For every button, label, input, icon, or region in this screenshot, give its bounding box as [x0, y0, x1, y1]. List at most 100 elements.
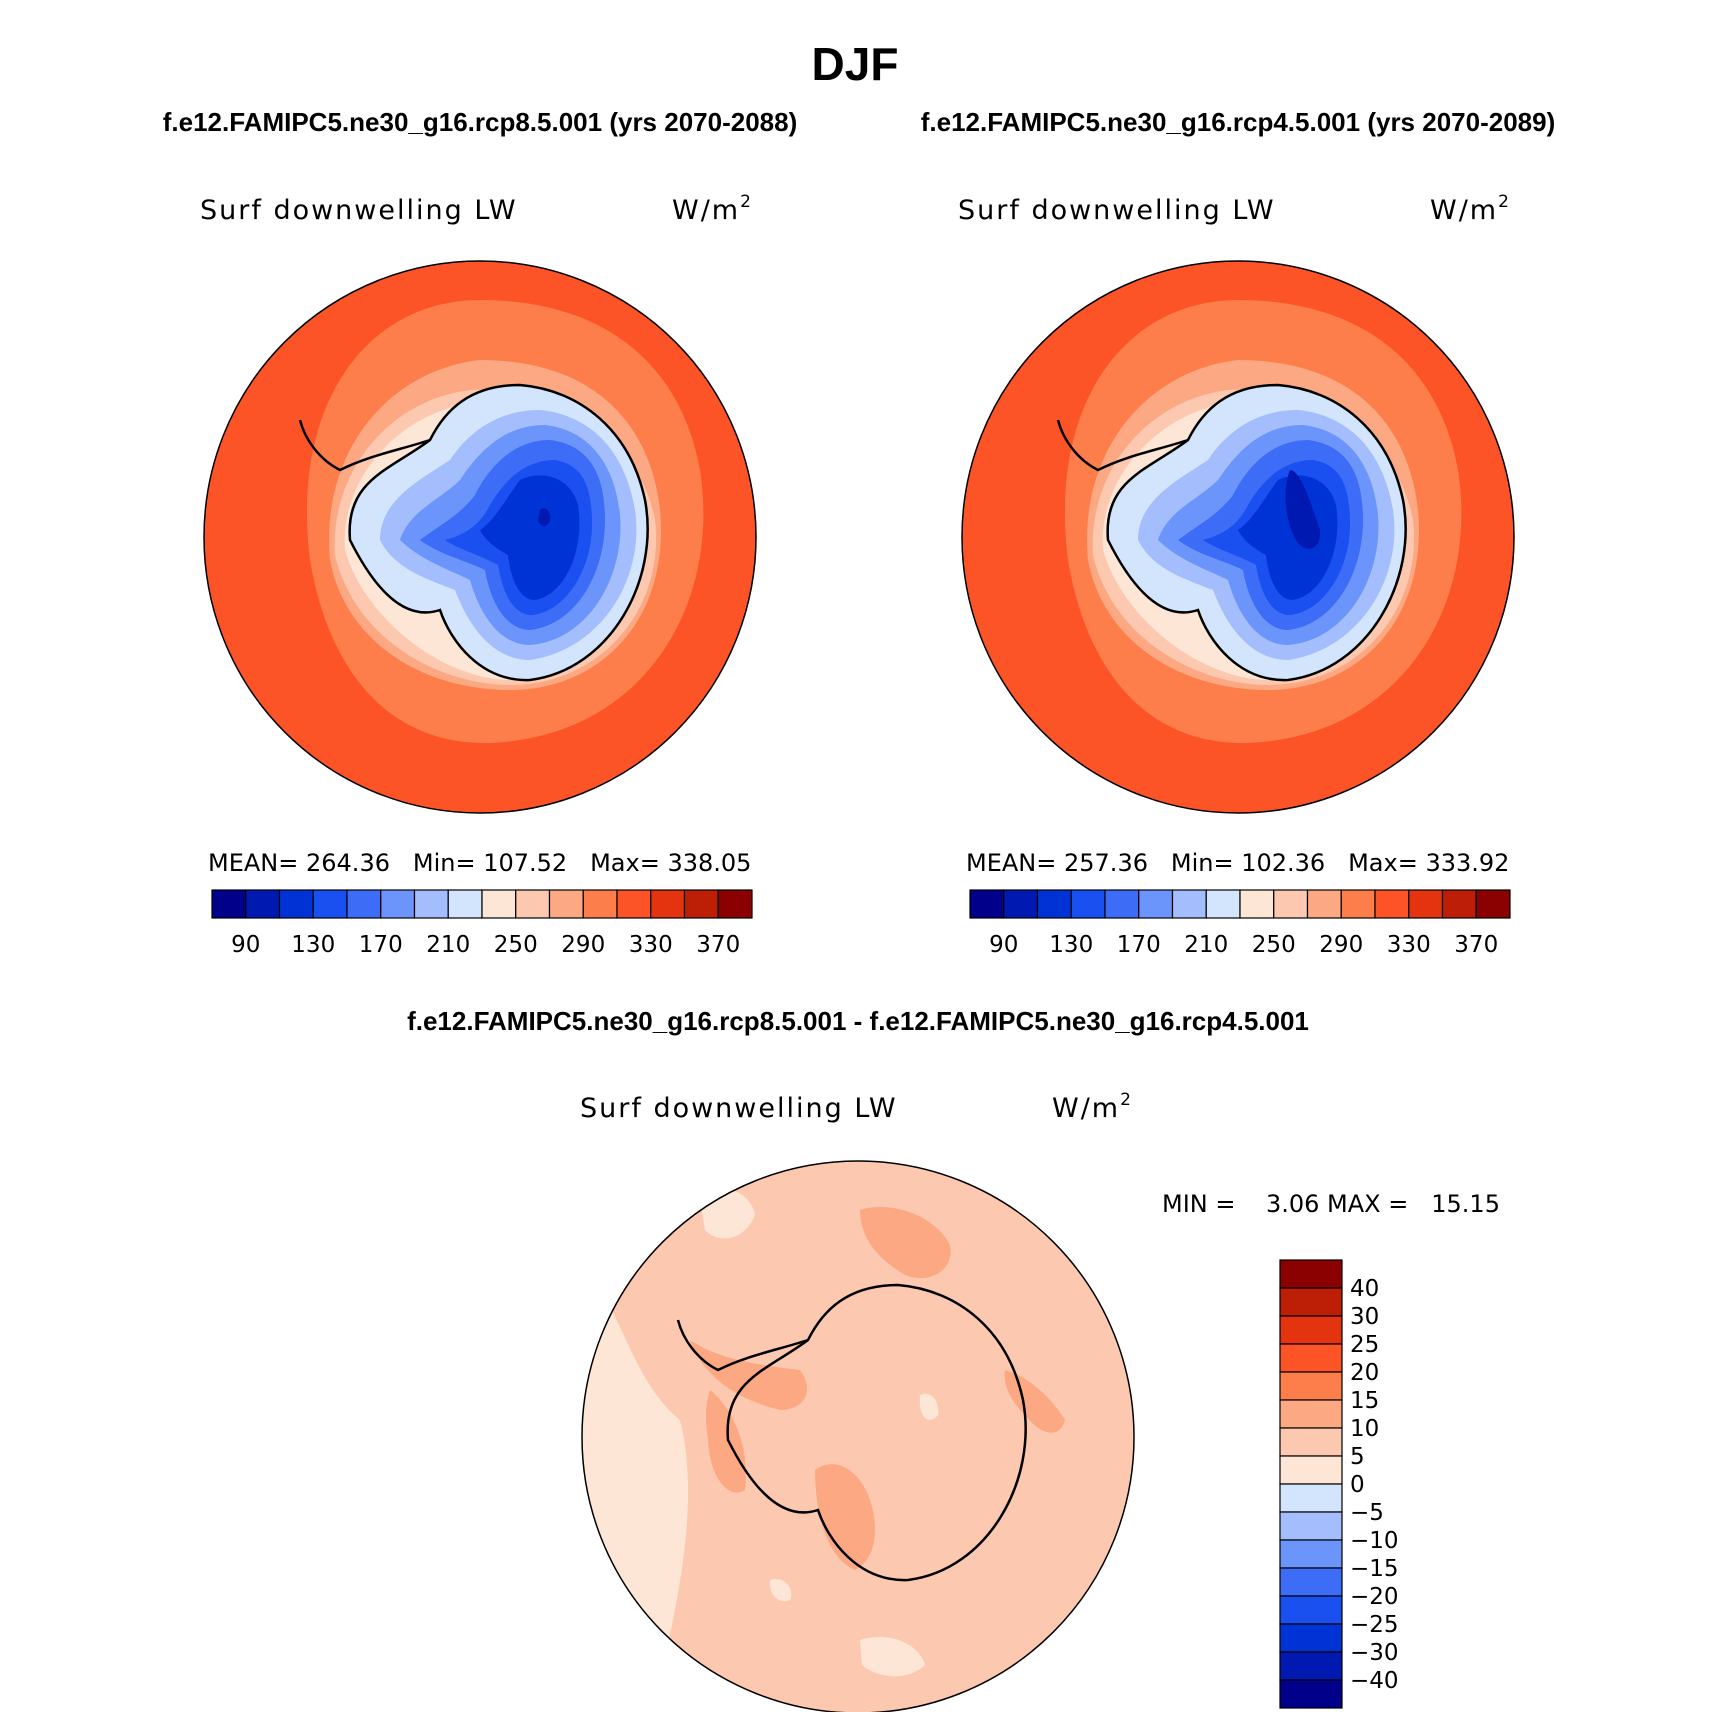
- map-difference: [581, 1160, 1135, 1712]
- colorbar-swatch: [447, 889, 483, 919]
- colorbar-swatch: [1279, 1623, 1343, 1653]
- colorbar-tick-label: −40: [1350, 1668, 1399, 1694]
- colorbar-tick-label: 210: [1184, 932, 1228, 958]
- panel1-units: W/m2: [672, 192, 753, 226]
- colorbar-swatch: [1408, 889, 1444, 919]
- colorbar-swatch: [1279, 1399, 1343, 1429]
- colorbar-tick-label: −15: [1350, 1556, 1399, 1582]
- colorbar-swatch: [616, 889, 652, 919]
- colorbar-tick-label: 290: [1319, 932, 1363, 958]
- panel2-case-title: f.e12.FAMIPC5.ne30_g16.rcp4.5.001 (yrs 2…: [921, 107, 1556, 137]
- colorbar-tick-label: 170: [359, 932, 403, 958]
- panel2-units: W/m2: [1430, 192, 1511, 226]
- panel2-colorbar: 90 130 170 210 250 290 330 370: [969, 889, 1511, 958]
- colorbar-swatch: [1374, 889, 1410, 919]
- panel2-stats: MEAN= 257.36 Min= 102.36 Max= 333.92: [966, 849, 1509, 877]
- colorbar-swatch: [1279, 1511, 1343, 1541]
- colorbar-tick-label: −5: [1350, 1500, 1384, 1526]
- map-rcp85: [203, 260, 757, 814]
- colorbar-swatch: [1279, 1679, 1343, 1709]
- colorbar-tick-label: 210: [426, 932, 470, 958]
- colorbar-swatch: [245, 889, 281, 919]
- colorbar-tick-label: −25: [1350, 1612, 1399, 1638]
- antarctica-coastline: [726, 1283, 1027, 1582]
- colorbar-swatch: [1279, 1259, 1343, 1289]
- colorbar-tick-label: 290: [561, 932, 605, 958]
- colorbar-swatch: [1279, 1371, 1343, 1401]
- panel1-variable-label: Surf downwelling LW: [200, 195, 518, 226]
- map-boundary: [961, 260, 1515, 814]
- colorbar-swatch: [380, 889, 416, 919]
- colorbar-tick-label: 330: [1387, 932, 1431, 958]
- colorbar-swatch: [278, 889, 314, 919]
- colorbar-swatch: [969, 889, 1005, 919]
- panel1-colorbar: 90 130 170 210 250 290 330 370: [211, 889, 753, 958]
- panel2-variable-label: Surf downwelling LW: [958, 195, 1276, 226]
- colorbar-tick-label: 20: [1350, 1360, 1379, 1386]
- colorbar-tick-label: 25: [1350, 1332, 1379, 1358]
- map-rcp45: [961, 260, 1515, 814]
- colorbar-swatch: [650, 889, 686, 919]
- colorbar-swatch: [1279, 1427, 1343, 1457]
- colorbar-swatch: [1279, 1343, 1343, 1373]
- colorbar-swatch: [1003, 889, 1039, 919]
- colorbar-swatch: [312, 889, 348, 919]
- colorbar-tick-label: 10: [1350, 1416, 1379, 1442]
- panel1-case-title: f.e12.FAMIPC5.ne30_g16.rcp8.5.001 (yrs 2…: [163, 107, 798, 137]
- colorbar-tick-label: 250: [494, 932, 538, 958]
- colorbar-swatch: [1036, 889, 1072, 919]
- colorbar-tick-label: 90: [231, 932, 260, 958]
- colorbar-tick-label: 90: [989, 932, 1018, 958]
- colorbar-tick-label: 40: [1350, 1276, 1379, 1302]
- colorbar-swatch: [1273, 889, 1309, 919]
- diff-units: W/m2: [1052, 1090, 1133, 1124]
- colorbar-swatch: [683, 889, 719, 919]
- antarctica-coastline: [1106, 383, 1407, 682]
- colorbar-swatch: [346, 889, 382, 919]
- colorbar-swatch: [1171, 889, 1207, 919]
- colorbar-swatch: [481, 889, 517, 919]
- colorbar-tick-label: 370: [1454, 932, 1498, 958]
- colorbar-tick-label: 5: [1350, 1444, 1365, 1470]
- colorbar-swatch: [582, 889, 618, 919]
- colorbar-tick-label: 250: [1252, 932, 1296, 958]
- colorbar-swatch: [413, 889, 449, 919]
- colorbar-swatch: [1306, 889, 1342, 919]
- colorbar-swatch: [1070, 889, 1106, 919]
- colorbar-swatch: [515, 889, 551, 919]
- figure-title: DJF: [812, 38, 899, 90]
- colorbar-tick-label: −20: [1350, 1584, 1399, 1610]
- colorbar-swatch: [1279, 1595, 1343, 1625]
- colorbar-tick-label: 15: [1350, 1388, 1379, 1414]
- colorbar-swatch: [548, 889, 584, 919]
- colorbar-swatch: [1279, 1315, 1343, 1345]
- colorbar-tick-label: 130: [1049, 932, 1093, 958]
- colorbar-swatch: [1441, 889, 1477, 919]
- colorbar-swatch: [1239, 889, 1275, 919]
- colorbar-tick-label: 170: [1117, 932, 1161, 958]
- colorbar-tick-label: 370: [696, 932, 740, 958]
- colorbar-tick-label: 330: [629, 932, 673, 958]
- colorbar-swatch: [1475, 889, 1511, 919]
- colorbar-swatch: [1279, 1651, 1343, 1681]
- colorbar-swatch: [1279, 1455, 1343, 1485]
- colorbar-swatch: [717, 889, 753, 919]
- colorbar-tick-label: −30: [1350, 1640, 1399, 1666]
- colorbar-tick-label: 0: [1350, 1472, 1365, 1498]
- diff-minmax: MIN = 3.06 MAX = 15.15: [1162, 1190, 1500, 1218]
- antarctica-coastline: [348, 383, 649, 682]
- map-boundary: [581, 1160, 1135, 1712]
- colorbar-swatch: [1279, 1483, 1343, 1513]
- colorbar-tick-label: 30: [1350, 1304, 1379, 1330]
- colorbar-swatch: [1104, 889, 1140, 919]
- colorbar-swatch: [1340, 889, 1376, 919]
- colorbar-tick-label: 130: [291, 932, 335, 958]
- colorbar-swatch: [211, 889, 247, 919]
- colorbar-tick-label: −10: [1350, 1528, 1399, 1554]
- diff-variable-label: Surf downwelling LW: [580, 1093, 898, 1124]
- colorbar-swatch: [1279, 1567, 1343, 1597]
- colorbar-swatch: [1279, 1539, 1343, 1569]
- diff-title: f.e12.FAMIPC5.ne30_g16.rcp8.5.001 - f.e1…: [407, 1006, 1309, 1036]
